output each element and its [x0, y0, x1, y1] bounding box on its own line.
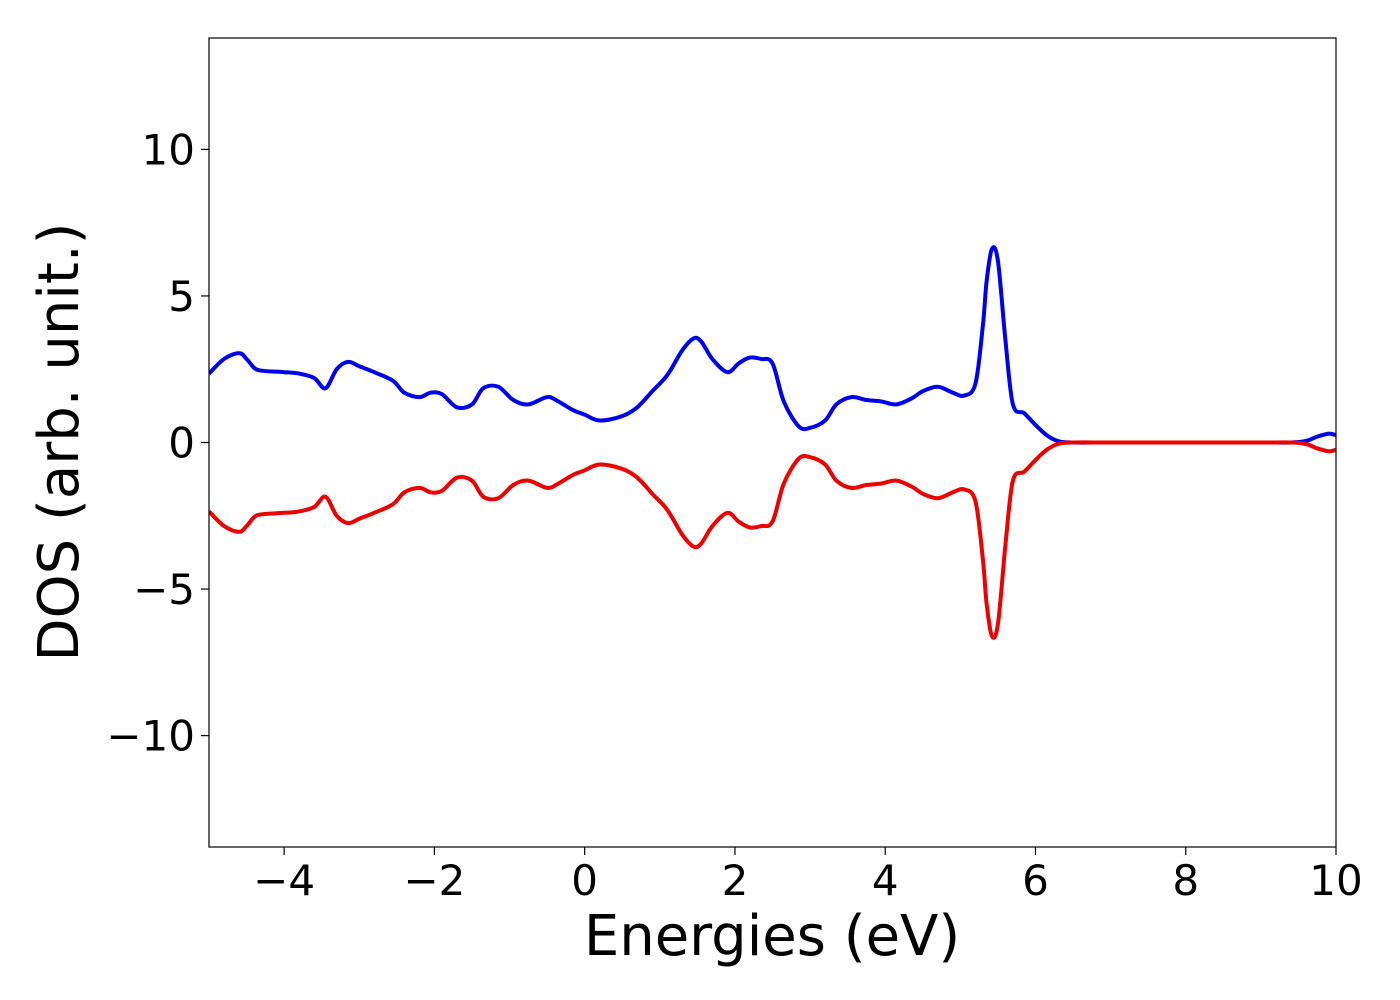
x-axis: −4 −2 0 2 4 6 8 10 [253, 847, 1363, 905]
y-axis: −10 −5 0 5 10 [106, 125, 209, 761]
x-tick-label: 8 [1172, 856, 1199, 905]
x-tick-label: 4 [872, 856, 899, 905]
x-tick-label: 6 [1022, 856, 1049, 905]
y-axis-label: DOS (arb. unit.) [27, 222, 92, 661]
series-layer [209, 245, 1336, 640]
y-tick-label: −5 [133, 565, 195, 614]
series-line-2 [209, 440, 1336, 640]
y-tick-label: 5 [168, 272, 195, 321]
x-tick-label: 2 [722, 856, 749, 905]
y-tick-label: 10 [142, 125, 195, 174]
x-tick-label: 0 [571, 856, 598, 905]
series-line-1 [209, 245, 1336, 445]
y-tick-label: 0 [168, 419, 195, 468]
x-tick-label: −4 [253, 856, 315, 905]
x-tick-label: −2 [403, 856, 465, 905]
y-tick-label: −10 [106, 712, 195, 761]
x-axis-label: Energies (eV) [584, 904, 960, 969]
x-tick-label: 10 [1309, 856, 1362, 905]
